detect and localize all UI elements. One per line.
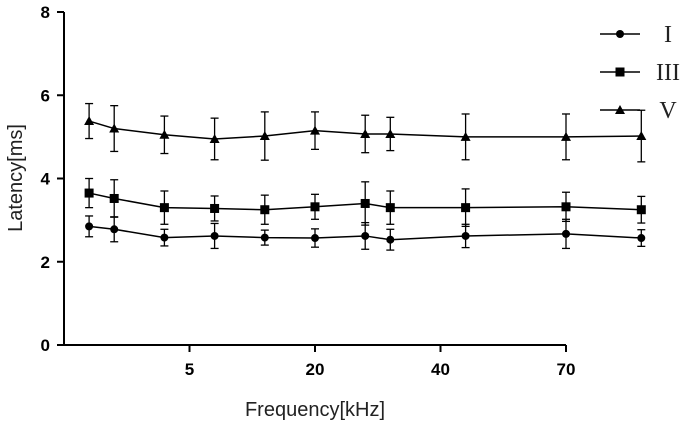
y-tick-label: 0: [41, 336, 50, 355]
series-layer: [84, 102, 647, 251]
legend-item-1: I: [600, 22, 672, 48]
data-point: [637, 234, 646, 243]
y-tick-label: 4: [41, 170, 51, 189]
legend-marker: [616, 30, 624, 38]
data-point: [385, 203, 395, 213]
legend-marker: [615, 105, 625, 114]
data-point: [385, 128, 396, 138]
data-point: [310, 125, 320, 135]
data-point: [561, 131, 571, 141]
x-axis-title: Frequency[kHz]: [245, 399, 385, 421]
y-axis-title: Latency[ms]: [5, 124, 27, 232]
x-tick-label: 70: [557, 360, 576, 379]
legend-marker: [615, 67, 625, 77]
data-point: [209, 133, 220, 143]
y-tick-label: 2: [41, 253, 50, 272]
series-3: [84, 102, 647, 163]
data-point: [109, 123, 120, 133]
data-point: [260, 233, 269, 242]
legend-label: I: [664, 22, 672, 48]
y-tick-label: 6: [41, 86, 50, 105]
data-point: [260, 205, 270, 215]
data-point: [636, 131, 647, 141]
data-point: [210, 231, 219, 240]
data-point: [210, 203, 220, 213]
data-point: [110, 225, 119, 234]
y-ticks: 0 2 4 6 8: [41, 3, 64, 355]
data-point: [84, 188, 94, 198]
data-point: [109, 193, 119, 203]
data-point: [460, 131, 471, 141]
legend-label: V: [659, 98, 677, 124]
data-point: [84, 116, 95, 126]
series-2: [84, 177, 646, 228]
data-point: [461, 203, 471, 213]
data-point: [636, 205, 646, 215]
x-tick-label: 40: [431, 360, 450, 379]
data-point: [561, 202, 571, 212]
data-point: [259, 131, 270, 141]
data-point: [311, 234, 319, 243]
data-point: [159, 129, 170, 139]
x-tick-label: 20: [306, 360, 325, 379]
data-point: [562, 229, 570, 238]
data-point: [159, 203, 169, 213]
axes: [63, 12, 566, 346]
data-point: [386, 235, 395, 244]
data-point: [160, 233, 169, 242]
legend-item-3: V: [600, 98, 677, 124]
y-tick-label: 8: [41, 3, 50, 22]
data-point: [461, 231, 470, 240]
series-1: [85, 215, 646, 251]
data-point: [360, 198, 370, 208]
data-point: [310, 202, 320, 212]
data-point: [85, 222, 94, 231]
legend-label: III: [656, 60, 680, 86]
x-tick-label: 5: [185, 360, 194, 379]
data-point: [360, 128, 371, 138]
legend-item-2: III: [600, 60, 680, 86]
x-ticks: 5 20 40 70: [185, 345, 576, 379]
data-point: [361, 231, 370, 240]
